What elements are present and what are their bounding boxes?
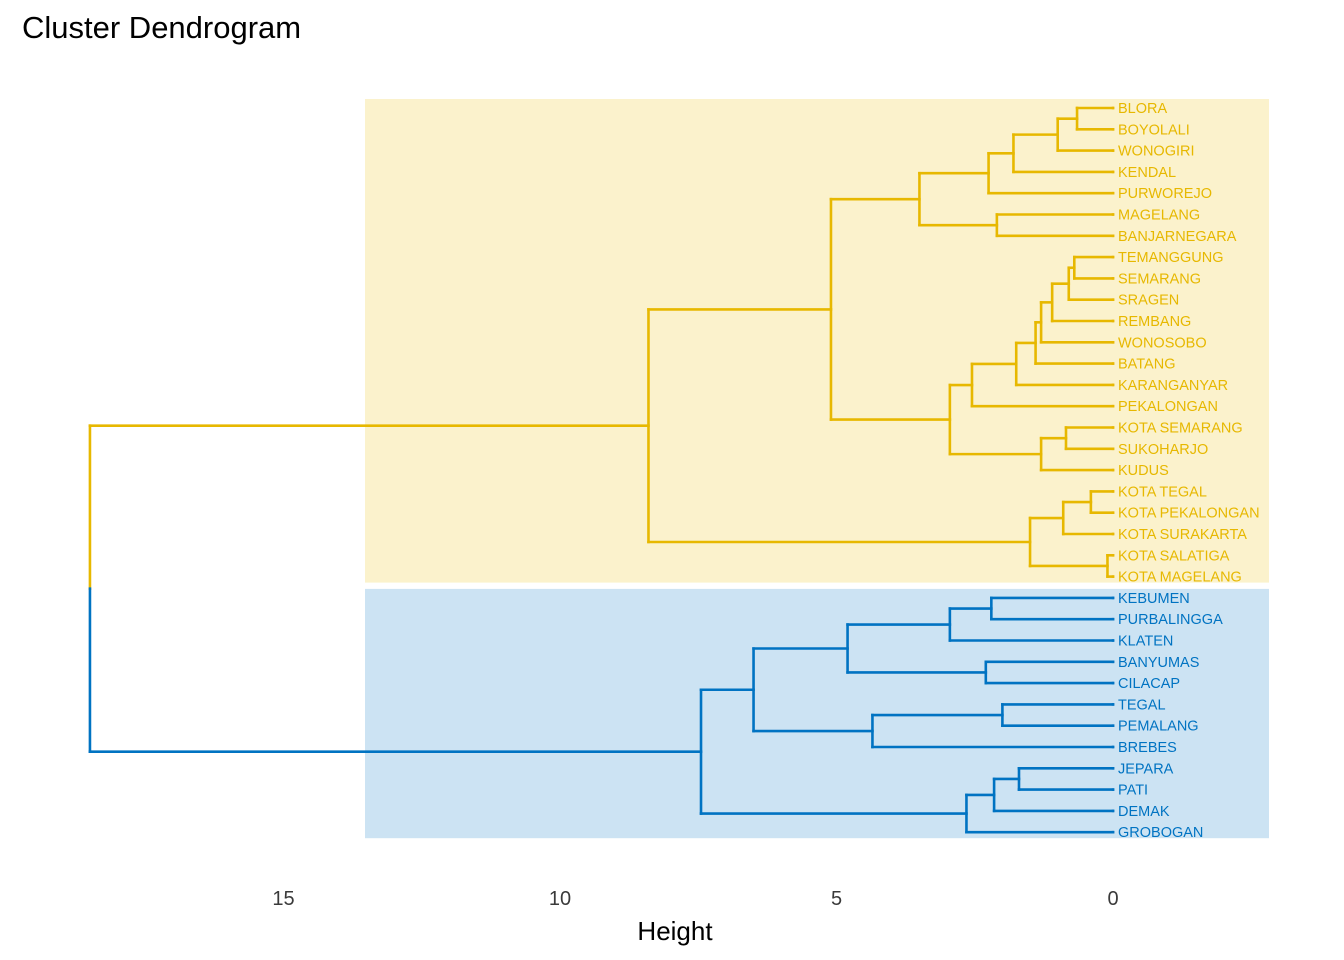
cluster-2-rect (365, 588, 1269, 839)
leaf-label: BLORA (1118, 101, 1167, 117)
leaf-label: KLATEN (1118, 634, 1173, 650)
dendrogram-links (88, 106, 1115, 834)
leaf-label: PURWOREJO (1118, 186, 1212, 202)
leaf-label: KOTA SALATIGA (1118, 548, 1230, 564)
chart-title: Cluster Dendrogram (22, 10, 302, 45)
leaf-label: BOYOLALI (1118, 122, 1190, 138)
cluster-1-rect (365, 99, 1269, 583)
leaf-label: WONOSOBO (1118, 335, 1207, 351)
leaf-label: PURBALINGGA (1118, 612, 1223, 628)
cluster-rectangles (365, 99, 1269, 839)
leaf-label: CILACAP (1118, 676, 1180, 692)
x-axis-ticks: 15 10 5 0 (272, 888, 1118, 910)
leaf-label: SEMARANG (1118, 271, 1201, 287)
leaf-label: KOTA PEKALONGAN (1118, 506, 1260, 522)
leaf-label: KARANGANYAR (1118, 378, 1228, 394)
leaf-label: BATANG (1118, 357, 1175, 373)
leaf-label: TEGAL (1118, 697, 1166, 713)
leaf-label: SUKOHARJO (1118, 442, 1208, 458)
leaf-label: TEMANGGUNG (1118, 250, 1224, 266)
leaf-label: PEKALONGAN (1118, 399, 1218, 415)
leaf-label: KOTA SURAKARTA (1118, 527, 1247, 543)
leaf-label: GROBOGAN (1118, 825, 1203, 841)
leaf-label: KENDAL (1118, 165, 1176, 181)
leaf-label: KOTA TEGAL (1118, 484, 1207, 500)
x-axis-label: Height (637, 916, 713, 946)
x-tick-label: 15 (272, 888, 294, 910)
leaf-label: BANYUMAS (1118, 655, 1199, 671)
leaf-label: KOTA MAGELANG (1118, 570, 1242, 586)
leaf-label: KUDUS (1118, 463, 1169, 479)
leaf-label: BREBES (1118, 740, 1177, 756)
leaf-labels: BLORA BOYOLALI WONOGIRI KENDAL PURWOREJO MAGE… (1118, 101, 1260, 841)
x-tick-label: 10 (549, 888, 571, 910)
leaf-label: WONOGIRI (1118, 144, 1195, 160)
leaf-label: BANJARNEGARA (1118, 229, 1237, 245)
leaf-label: PEMALANG (1118, 719, 1199, 735)
leaf-label: JEPARA (1118, 761, 1174, 777)
leaf-label: KOTA SEMARANG (1118, 421, 1243, 437)
leaf-label: DEMAK (1118, 804, 1170, 820)
leaf-label: KEBUMEN (1118, 591, 1190, 607)
leaf-label: PATI (1118, 783, 1148, 799)
x-tick-label: 5 (831, 888, 842, 910)
x-tick-label: 0 (1107, 888, 1118, 910)
leaf-label: REMBANG (1118, 314, 1191, 330)
leaf-label: SRAGEN (1118, 293, 1179, 309)
leaf-label: MAGELANG (1118, 208, 1200, 224)
